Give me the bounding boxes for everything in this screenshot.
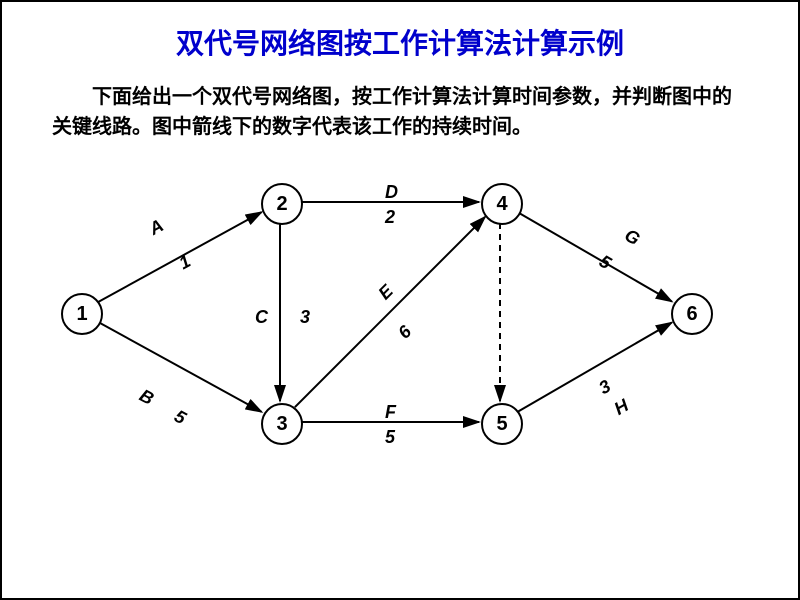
page-title: 双代号网络图按工作计算法计算示例 xyxy=(2,22,798,62)
node-4: 4 xyxy=(481,183,523,225)
node-6: 6 xyxy=(671,293,713,335)
edge-duration-F: 5 xyxy=(385,427,395,448)
network-diagram: 123456 A1B5C3D2E6F5G5H3 xyxy=(50,162,750,482)
node-2: 2 xyxy=(261,183,303,225)
description-text: 下面给出一个双代号网络图，按工作计算法计算时间参数，并判断图中的关键线路。图中箭… xyxy=(52,82,748,142)
edge-1-3 xyxy=(98,322,261,412)
edge-duration-D: 2 xyxy=(385,207,395,228)
edge-label-C: C xyxy=(255,307,268,328)
node-1: 1 xyxy=(61,293,103,335)
edge-4-6 xyxy=(518,213,672,302)
edge-label-F: F xyxy=(385,402,396,423)
edge-3-4 xyxy=(295,217,485,407)
edge-label-D: D xyxy=(385,182,398,203)
node-3: 3 xyxy=(261,403,303,445)
edge-duration-C: 3 xyxy=(300,307,310,328)
edge-5-6 xyxy=(518,323,672,412)
node-5: 5 xyxy=(481,403,523,445)
